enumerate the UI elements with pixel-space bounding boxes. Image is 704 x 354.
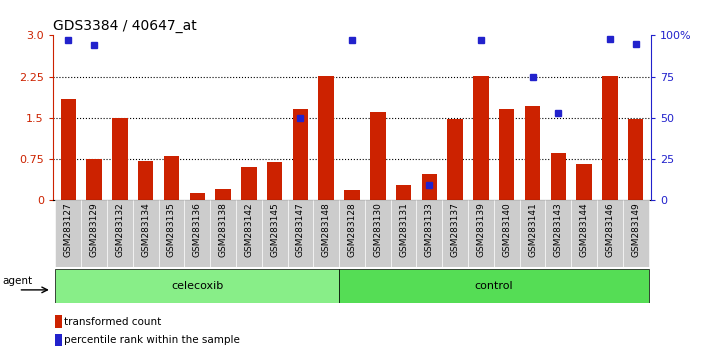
Bar [112, 118, 127, 200]
Text: percentile rank within the sample: percentile rank within the sample [65, 335, 240, 345]
Text: GSM283131: GSM283131 [399, 202, 408, 257]
Text: GSM283143: GSM283143 [554, 202, 562, 257]
Bar [339, 200, 365, 267]
Bar [524, 105, 540, 200]
Text: transformed count: transformed count [65, 316, 162, 326]
Bar [287, 200, 313, 267]
Bar [158, 200, 184, 267]
Bar [184, 200, 210, 267]
Text: GSM283148: GSM283148 [322, 202, 331, 257]
Text: GSM283135: GSM283135 [167, 202, 176, 257]
Text: GSM283138: GSM283138 [218, 202, 227, 257]
Bar [56, 200, 81, 267]
Bar [468, 200, 494, 267]
Text: GSM283127: GSM283127 [64, 202, 73, 257]
Bar [370, 112, 386, 200]
Bar [215, 189, 231, 200]
Bar [473, 76, 489, 200]
Text: GSM283137: GSM283137 [451, 202, 460, 257]
Bar [293, 109, 308, 200]
Bar [339, 269, 648, 303]
Bar [602, 76, 617, 200]
Text: GSM283147: GSM283147 [296, 202, 305, 257]
Bar [61, 98, 76, 200]
Text: GSM283141: GSM283141 [528, 202, 537, 257]
Bar [55, 315, 62, 328]
Bar [546, 200, 571, 267]
Bar [133, 200, 158, 267]
Text: control: control [474, 281, 513, 291]
Bar [422, 174, 437, 200]
Text: GSM283145: GSM283145 [270, 202, 279, 257]
Bar [210, 200, 236, 267]
Bar [55, 334, 62, 346]
Bar [87, 159, 102, 200]
Text: GSM283149: GSM283149 [631, 202, 640, 257]
Text: agent: agent [3, 276, 33, 286]
Text: GSM283129: GSM283129 [89, 202, 99, 257]
Bar [442, 200, 468, 267]
Bar [56, 269, 339, 303]
Text: GSM283128: GSM283128 [348, 202, 356, 257]
Bar [551, 153, 566, 200]
Bar [236, 200, 262, 267]
Bar [164, 156, 180, 200]
Bar [417, 200, 442, 267]
Bar [313, 200, 339, 267]
Bar [138, 160, 153, 200]
Bar [267, 161, 282, 200]
Bar [365, 200, 391, 267]
Bar [241, 167, 256, 200]
Bar [189, 193, 205, 200]
Bar [571, 200, 597, 267]
Bar [318, 76, 334, 200]
Bar [628, 119, 643, 200]
Bar [494, 200, 520, 267]
Bar [623, 200, 648, 267]
Text: GSM283136: GSM283136 [193, 202, 202, 257]
Text: GSM283139: GSM283139 [477, 202, 486, 257]
Bar [499, 109, 515, 200]
Bar [262, 200, 287, 267]
Text: GSM283134: GSM283134 [142, 202, 150, 257]
Bar [107, 200, 133, 267]
Text: GSM283132: GSM283132 [115, 202, 125, 257]
Bar [344, 190, 360, 200]
Text: GSM283142: GSM283142 [244, 202, 253, 257]
Bar [520, 200, 546, 267]
Bar [391, 200, 417, 267]
Bar [577, 164, 592, 200]
Bar [448, 119, 463, 200]
Text: GSM283140: GSM283140 [502, 202, 511, 257]
Text: GSM283133: GSM283133 [425, 202, 434, 257]
Bar [81, 200, 107, 267]
Text: GDS3384 / 40647_at: GDS3384 / 40647_at [53, 19, 196, 33]
Text: GSM283130: GSM283130 [373, 202, 382, 257]
Text: GSM283146: GSM283146 [605, 202, 615, 257]
Text: GSM283144: GSM283144 [579, 202, 589, 257]
Bar [396, 185, 411, 200]
Bar [597, 200, 623, 267]
Text: celecoxib: celecoxib [171, 281, 223, 291]
